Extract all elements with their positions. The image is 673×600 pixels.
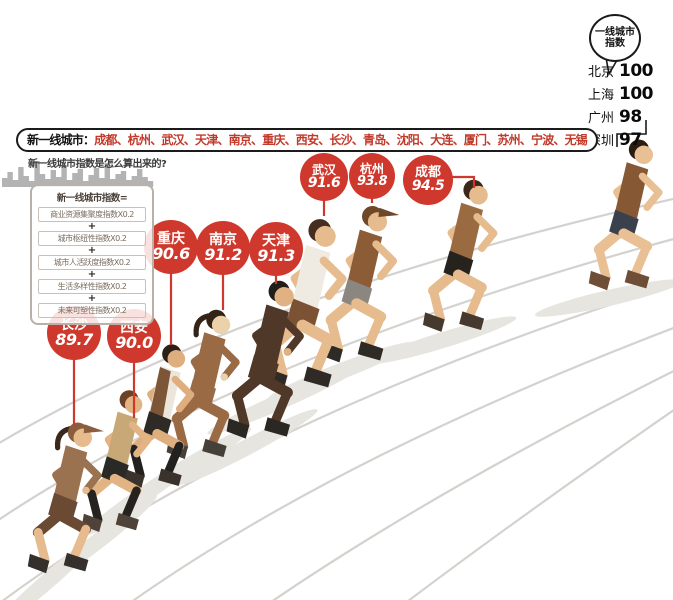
runner-chongqing [123, 344, 195, 488]
formula-item: 城市人活跃度指数X0.2 [38, 255, 146, 270]
first-tier-city-score: 100 [619, 61, 654, 81]
label-value: 91.3 [257, 245, 295, 265]
label-city: 重庆 [157, 230, 185, 247]
first-tier-row: 北京 100 [588, 61, 654, 81]
runner-nanjing [166, 309, 240, 460]
label-city: 武汉 [311, 162, 336, 177]
city-skyline-silhouette [2, 161, 154, 187]
formula-plus: + [87, 221, 97, 232]
first-tier-city-name: 北京 [588, 65, 615, 80]
formula-item: 未来可塑性指数X0.2 [38, 303, 146, 318]
track-lane-line [407, 409, 673, 600]
first-tier-city-score: 97 [619, 130, 642, 150]
first-tier-row: 上海 100 [588, 84, 654, 104]
first-tier-bubble: 一线城市 指数 [589, 14, 641, 62]
formula-item: 城市枢纽性指数X0.2 [38, 231, 146, 246]
runner-hangzhou [320, 206, 400, 363]
formula-plus: + [87, 245, 97, 256]
label-value: 94.5 [411, 178, 445, 195]
label-city: 南京 [209, 231, 237, 248]
formula-box: 新一线城市指数= 商业资源集聚度指数X0.2 + 城市枢纽性指数X0.2 + 城市人活跃… [30, 184, 154, 325]
first-tier-city-score: 100 [619, 84, 654, 104]
label-value: 90.0 [115, 332, 153, 352]
track-lane-line [132, 327, 673, 600]
runner-wuhan [263, 219, 347, 390]
label-value: 93.8 [356, 174, 388, 190]
banner-prefix: 新一线城市： [27, 133, 95, 147]
runner-chengdu [422, 179, 498, 332]
formula-items: 商业资源集聚度指数X0.2 + 城市枢纽性指数X0.2 + 城市人活跃度指数X0.2 + 生… [37, 207, 147, 318]
label-city: 天津 [262, 232, 290, 249]
runner-xian [81, 390, 152, 532]
formula-title: 新一线城市指数= [56, 193, 128, 204]
first-tier-row: 广州 98 [588, 107, 653, 127]
bubble-title-line1: 一线城市 [595, 26, 635, 38]
index-label-wuhan: 武汉 91.6 [300, 153, 348, 201]
runner-lead [588, 139, 663, 291]
banner-city-list: 成都、杭州、武汉、天津、南京、重庆、西安、长沙、青岛、沈阳、大连、厦门、苏州、宁… [94, 133, 588, 147]
label-value: 89.7 [55, 329, 93, 349]
first-tier-city-name: 广州 [588, 111, 615, 126]
first-tier-city-score: 98 [619, 107, 642, 127]
label-value: 91.6 [307, 174, 341, 191]
runner-changsha [27, 422, 104, 574]
index-label-tianjin: 天津 91.3 [249, 222, 303, 276]
label-city: 成都 [414, 165, 441, 181]
formula-question: 新一线城市指数是怎么算出来的? [28, 159, 167, 170]
runner-tianjin [226, 280, 304, 439]
formula-item: 生活多样性指数X0.2 [38, 279, 146, 294]
index-label-hangzhou: 杭州 93.8 [349, 153, 395, 199]
label-value: 90.6 [152, 243, 190, 263]
formula-plus: + [87, 269, 97, 280]
formula-plus: + [87, 293, 97, 304]
formula-item: 商业资源集聚度指数X0.2 [38, 207, 146, 222]
track-lane-line [272, 370, 673, 600]
bubble-title-line2: 指数 [605, 38, 625, 49]
new-first-tier-banner: 新一线城市：成都、杭州、武汉、天津、南京、重庆、西安、长沙、青岛、沈阳、大连、厦… [16, 128, 599, 152]
first-tier-city-name: 上海 [588, 88, 615, 103]
index-label-chengdu: 成都 94.5 [403, 155, 453, 205]
label-value: 91.2 [204, 244, 242, 264]
index-label-nanjing: 南京 91.2 [196, 221, 250, 275]
label-city: 杭州 [359, 162, 384, 177]
runner-shadow [535, 279, 673, 317]
